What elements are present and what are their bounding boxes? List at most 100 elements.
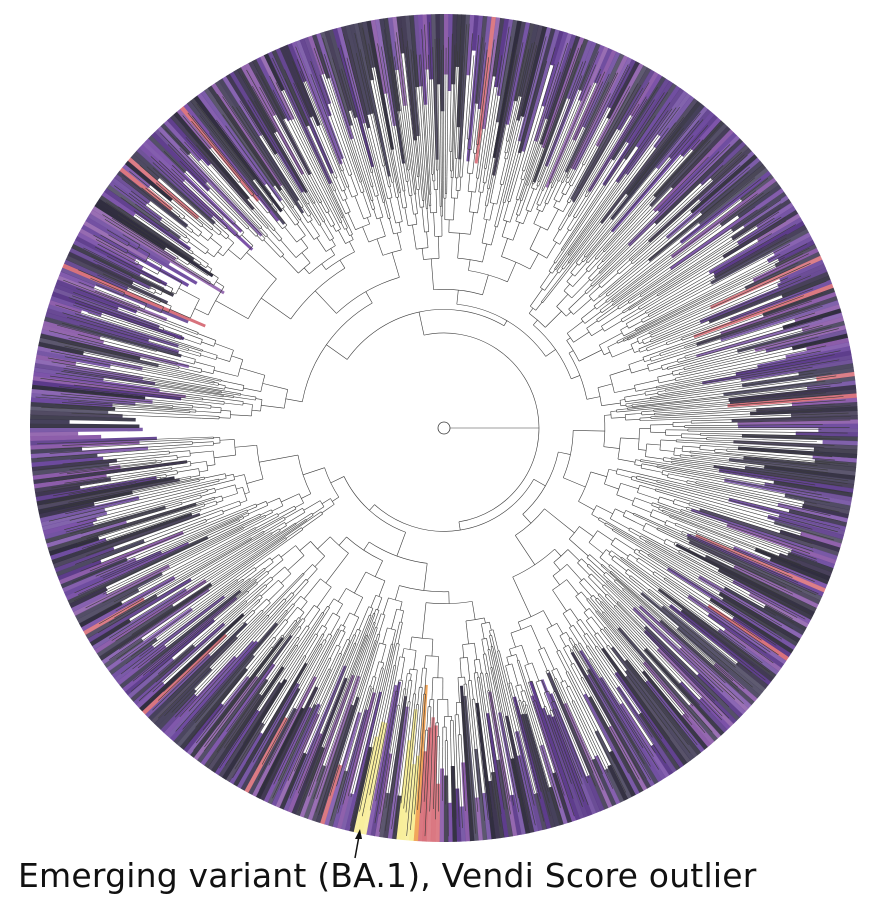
branch-segment (80, 510, 159, 534)
leaf-sector (607, 764, 629, 801)
branch-segment (258, 586, 268, 594)
leaf-sector (624, 675, 691, 764)
branch-segment (627, 336, 632, 340)
branch-segment (612, 528, 630, 539)
branch-segment (429, 714, 434, 812)
branch-segment (370, 622, 376, 637)
branch-segment (121, 174, 190, 229)
branch-segment (243, 387, 261, 392)
arrow-shaft (354, 835, 360, 859)
branch-segment (620, 404, 627, 407)
branch-segment (529, 288, 543, 307)
branch-segment (197, 215, 214, 229)
branch-arc (322, 220, 325, 223)
branch-segment (607, 580, 627, 599)
branch-segment (272, 57, 326, 172)
branch-segment (214, 343, 234, 351)
branch-segment (530, 625, 542, 649)
branch-segment (693, 464, 843, 487)
branch-segment (490, 701, 511, 815)
branch-segment (191, 130, 260, 211)
branch-segment (505, 665, 511, 684)
branch-segment (586, 248, 597, 262)
branch-segment (216, 203, 236, 223)
leaf-sector (474, 797, 483, 841)
branch-segment (470, 35, 480, 127)
branch-segment (605, 571, 616, 581)
branch-segment (575, 596, 587, 611)
branch-segment (638, 552, 646, 557)
branch-segment (646, 443, 661, 446)
leaf-sector (742, 195, 790, 229)
branch-segment (705, 430, 848, 434)
leaf-sector (459, 806, 466, 842)
branch-segment (324, 669, 331, 683)
branch-segment (43, 478, 197, 511)
branch-segment (247, 599, 259, 610)
leaf-sector (787, 552, 834, 573)
branch-segment (94, 246, 150, 276)
branch-segment (604, 320, 622, 332)
branch-segment (97, 274, 156, 301)
leaf-sector (332, 28, 375, 168)
branch-segment (634, 464, 642, 467)
branch-segment (38, 456, 168, 470)
branch-segment (520, 714, 542, 792)
branch-segment (553, 249, 563, 263)
branch-segment (188, 349, 202, 354)
branch-arc (478, 191, 483, 193)
branch-segment (175, 599, 293, 732)
branch-segment (617, 468, 638, 474)
branch-segment (673, 503, 687, 509)
leaf-sector (625, 90, 688, 176)
branch-segment (546, 60, 587, 163)
branch-segment (584, 681, 640, 780)
branch-segment (589, 103, 640, 186)
branch-segment (648, 553, 663, 563)
branch-segment (458, 714, 460, 735)
branch-segment (63, 369, 228, 396)
branch-segment (281, 189, 294, 207)
branch-segment (258, 185, 273, 204)
branch-segment (240, 538, 252, 546)
branch-segment (364, 181, 372, 201)
branch-arc (611, 528, 614, 531)
branch-segment (177, 455, 191, 458)
branch-segment (455, 133, 457, 159)
branch-segment (682, 589, 779, 656)
branch-segment (566, 337, 571, 341)
leaf-sector (295, 746, 325, 817)
branch-arc (302, 508, 306, 513)
branch-segment (571, 701, 576, 709)
branch-segment (679, 549, 702, 562)
branch-segment (490, 667, 496, 691)
leaf-sector (737, 419, 858, 426)
branch-segment (533, 728, 562, 820)
branch-segment (648, 590, 656, 597)
branch-segment (727, 438, 817, 443)
leaf-sector (482, 792, 492, 840)
branch-segment (661, 474, 668, 476)
branch-arc (536, 203, 541, 206)
branch-arc (168, 306, 172, 313)
branch-segment (573, 64, 629, 172)
branch-segment (600, 160, 724, 279)
branch-segment (477, 192, 482, 213)
branch-arc (305, 519, 307, 521)
leaf-sector (30, 434, 102, 442)
branch-segment (79, 324, 174, 352)
branch-segment (485, 673, 489, 691)
branch-segment (678, 551, 684, 556)
branch-segment (288, 522, 296, 528)
branch-segment (550, 161, 561, 184)
branch-segment (571, 375, 581, 380)
branch-segment (716, 540, 815, 582)
branch-segment (297, 618, 303, 625)
leaf-sector (344, 691, 383, 832)
leaf-sector (92, 205, 177, 261)
branch-segment (227, 394, 234, 397)
branch-segment (695, 419, 851, 424)
branch-arc (336, 277, 400, 314)
branch-segment (501, 238, 508, 257)
branch-segment (739, 449, 833, 458)
